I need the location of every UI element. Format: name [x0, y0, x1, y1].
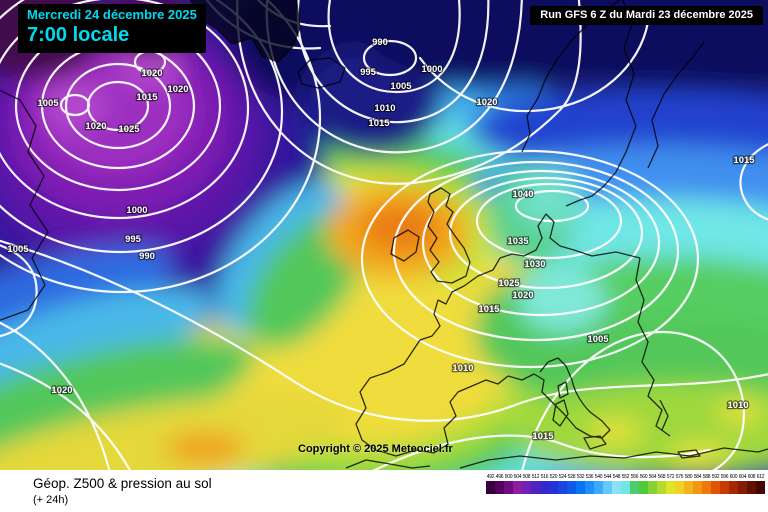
lead-time: (+ 24h) — [33, 494, 69, 506]
isobar-label: 1020 — [141, 68, 162, 79]
legend-cell: 600 — [729, 474, 738, 494]
isobar-label: 1020 — [51, 385, 72, 396]
isobar-label: 1010 — [727, 400, 748, 411]
isobar-label: 1015 — [478, 304, 500, 315]
isobar-label: 1000 — [126, 205, 147, 216]
legend-cell: 492 — [486, 474, 495, 494]
legend-cell: 580 — [684, 474, 693, 494]
legend-cell: 556 — [630, 474, 639, 494]
model-run-info: Run GFS 6 Z du Mardi 23 décembre 2025 — [530, 6, 763, 25]
legend-cell: 528 — [567, 474, 576, 494]
isobar-label: 1010 — [374, 103, 395, 114]
legend-cell: 588 — [702, 474, 711, 494]
forecast-local-time: 7:00 locale — [27, 24, 130, 46]
isobar-label: 990 — [139, 251, 155, 262]
forecast-date-overlay: Mercredi 24 décembre 2025 7:00 locale — [18, 4, 206, 53]
legend-cell: 560 — [639, 474, 648, 494]
isobar-label: 1015 — [368, 118, 390, 129]
legend-cell: 564 — [648, 474, 657, 494]
isobar-label: 1005 — [37, 98, 59, 109]
legend-cell: 536 — [585, 474, 594, 494]
legend-cell: 504 — [513, 474, 522, 494]
legend-cell: 552 — [621, 474, 630, 494]
legend-cell: 596 — [720, 474, 729, 494]
isobar-label: 1040 — [512, 189, 533, 200]
legend-cell: 572 — [666, 474, 675, 494]
isobar-label: 995 — [360, 67, 377, 78]
legend-cell: 576 — [675, 474, 684, 494]
weather-map-svg: 1025102010201015100510201025100099599010… — [0, 0, 768, 470]
isobar-label: 1025 — [118, 124, 140, 135]
isobar-label: 1005 — [390, 81, 412, 92]
isobar-label: 1005 — [7, 244, 29, 255]
legend-cell: 516 — [540, 474, 549, 494]
legend-cell: 532 — [576, 474, 585, 494]
legend-cell: 608 — [747, 474, 756, 494]
footer-bar: Géop. Z500 & pression au sol (+ 24h) 492… — [0, 470, 768, 512]
forecast-date: Mercredi 24 décembre 2025 — [27, 7, 197, 22]
legend-cell: 548 — [612, 474, 621, 494]
legend-cell: 524 — [558, 474, 567, 494]
isobar-label: 995 — [125, 234, 142, 245]
isobar-label: 1030 — [524, 259, 545, 270]
map-title: Géop. Z500 & pression au sol — [33, 476, 212, 491]
isobar-label: 1020 — [85, 121, 106, 132]
legend-cell: 612 — [756, 474, 765, 494]
isobar-label: 1035 — [507, 236, 529, 247]
isobar-label: 1025 — [498, 278, 520, 289]
legend-cell: 604 — [738, 474, 747, 494]
isobar-label: 1005 — [587, 334, 609, 345]
coastlines — [0, 0, 768, 469]
isobar-label: 1020 — [167, 84, 188, 95]
isobar-label: 1000 — [421, 64, 442, 75]
isobar-label: 1020 — [512, 290, 533, 301]
isobar-label: 1015 — [532, 431, 554, 442]
legend-cell: 592 — [711, 474, 720, 494]
legend-cell: 540 — [594, 474, 603, 494]
weather-map: 1025102010201015100510201025100099599010… — [0, 0, 768, 470]
legend-cell: 520 — [549, 474, 558, 494]
isobar-contours — [0, 0, 768, 470]
legend-cell: 500 — [504, 474, 513, 494]
copyright-text: Copyright © 2025 Meteociel.fr — [298, 443, 453, 455]
legend-cell: 568 — [657, 474, 666, 494]
legend-cell: 496 — [495, 474, 504, 494]
legend-cell: 508 — [522, 474, 531, 494]
isobar-label: 990 — [372, 37, 388, 48]
legend-cell: 584 — [693, 474, 702, 494]
geopotential-color-field — [0, 0, 768, 470]
legend-cell: 512 — [531, 474, 540, 494]
isobar-label: 1020 — [476, 97, 497, 108]
isobar-label: 1015 — [136, 92, 158, 103]
isobar-label: 1010 — [452, 363, 473, 374]
legend-cell: 544 — [603, 474, 612, 494]
isobar-labels: 1025102010201015100510201025100099599010… — [6, 36, 756, 443]
isobar-label: 1015 — [733, 155, 755, 166]
legend-scale: 492 496 500 504 508 512 516 520 524 528 532 536 540 5… — [486, 474, 765, 494]
